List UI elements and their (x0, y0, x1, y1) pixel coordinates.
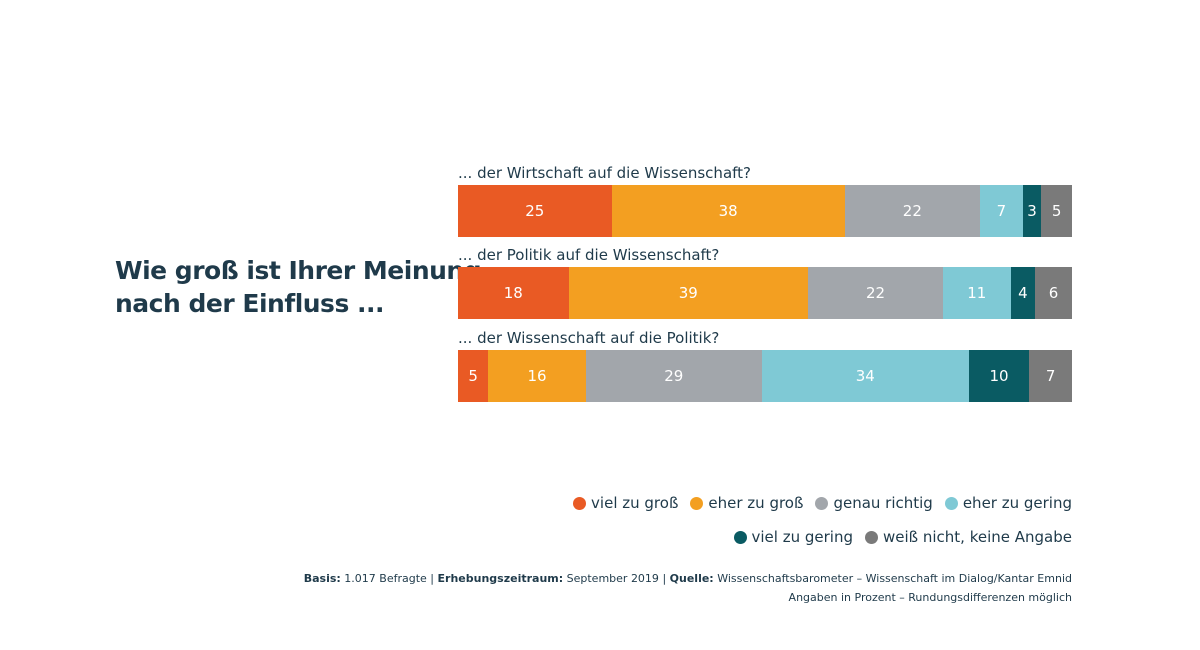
period-value: September 2019 (566, 572, 659, 585)
bar-value-label: 16 (527, 367, 547, 385)
legend-label: viel zu gering (751, 528, 853, 546)
bar-value-label: 29 (664, 367, 684, 385)
bar-value-label: 18 (503, 284, 523, 302)
bar-value-label: 6 (1048, 284, 1059, 302)
legend-label: eher zu groß (708, 494, 804, 512)
legend-swatch (733, 530, 747, 544)
bar-segment: 16 (488, 350, 586, 402)
stacked-bar: 18 39 22 11 4 6 (458, 267, 1072, 319)
bar-value-label: 3 (1027, 202, 1037, 220)
rounding-note: Angaben in Prozent – Rundungsdifferenzen… (788, 591, 1072, 604)
legend-swatch (944, 496, 958, 510)
bar-segment: 38 (611, 185, 845, 237)
bar-segment: 29 (585, 350, 762, 402)
bar-segment: 7 (979, 185, 1023, 237)
legend-item: viel zu gering (733, 528, 853, 546)
bar-segment: 6 (1035, 267, 1072, 319)
bar-row-label: ... der Wirtschaft auf die Wissenschaft? (458, 164, 751, 182)
legend-item: eher zu gering (944, 494, 1072, 512)
source-label: Quelle: (669, 572, 714, 585)
bar-value-label: 25 (525, 202, 545, 220)
bar-row-label: ... der Wissenschaft auf die Politik? (458, 329, 720, 347)
bar-value-label: 22 (902, 202, 922, 220)
legend-label: viel zu groß (591, 494, 679, 512)
stacked-bar: 25 38 22 7 3 5 (458, 185, 1072, 237)
legend-label: genau richtig (833, 494, 933, 512)
stacked-bar: 5 16 29 34 10 7 (458, 350, 1072, 402)
bar-value-label: 22 (865, 284, 886, 302)
question-line-2: nach der Einfluss ... (115, 289, 385, 318)
bar-segment: 5 (458, 350, 489, 402)
legend-swatch (815, 496, 829, 510)
period-label: Erhebungszeitraum: (437, 572, 564, 585)
bar-segment: 22 (807, 267, 944, 319)
bar-segment: 3 (1022, 185, 1042, 237)
legend-item: weiß nicht, keine Angabe (864, 528, 1072, 546)
legend-label: eher zu gering (962, 494, 1072, 512)
bar-value-label: 34 (855, 367, 875, 385)
legend-item: viel zu groß (573, 494, 678, 512)
bar-segment: 4 (1010, 267, 1036, 319)
separator: | (430, 572, 435, 585)
bar-segment: 5 (1041, 185, 1072, 237)
source-line: Basis: 1.017 Befragte | Erhebungszeitrau… (304, 569, 1072, 588)
bar-value-label: 11 (967, 284, 987, 302)
chart-question-title: Wie groß ist Ihrer Meinung nach der Einf… (115, 254, 482, 320)
chart-legend: viel zu groß eher zu groß genau richtig ehe… (512, 494, 1072, 546)
bar-value-label: 5 (468, 367, 478, 385)
source-value: Wissenschaftsbarometer – Wissenschaft im… (717, 572, 1072, 585)
source-footnote: Basis: 1.017 Befragte | Erhebungszeitrau… (304, 569, 1072, 607)
question-line-1: Wie groß ist Ihrer Meinung (115, 256, 482, 285)
bar-value-label: 4 (1018, 284, 1028, 302)
bar-value-label: 38 (718, 202, 738, 220)
bar-value-label: 7 (1045, 367, 1056, 385)
basis-label: Basis: (303, 572, 341, 585)
bar-value-label: 5 (1051, 202, 1062, 220)
bar-segment: 18 (458, 267, 569, 319)
legend-label: weiß nicht, keine Angabe (882, 528, 1072, 546)
basis-value: 1.017 Befragte (344, 572, 427, 585)
bar-value-label: 7 (996, 202, 1007, 220)
legend-swatch (864, 530, 878, 544)
legend-item: genau richtig (815, 494, 933, 512)
bar-value-label: 39 (678, 284, 698, 302)
bar-segment: 11 (943, 267, 1011, 319)
bar-segment: 22 (844, 185, 980, 237)
legend-item: eher zu groß (690, 494, 803, 512)
bar-segment: 34 (761, 350, 969, 402)
bar-row-label: ... der Politik auf die Wissenschaft? (458, 246, 720, 264)
bar-segment: 10 (968, 350, 1030, 402)
legend-swatch (690, 496, 704, 510)
bar-segment: 39 (568, 267, 808, 319)
separator: | (662, 572, 667, 585)
bar-segment: 25 (458, 185, 612, 237)
bar-segment: 7 (1029, 350, 1072, 402)
legend-swatch (573, 496, 587, 510)
bar-value-label: 10 (989, 367, 1009, 385)
